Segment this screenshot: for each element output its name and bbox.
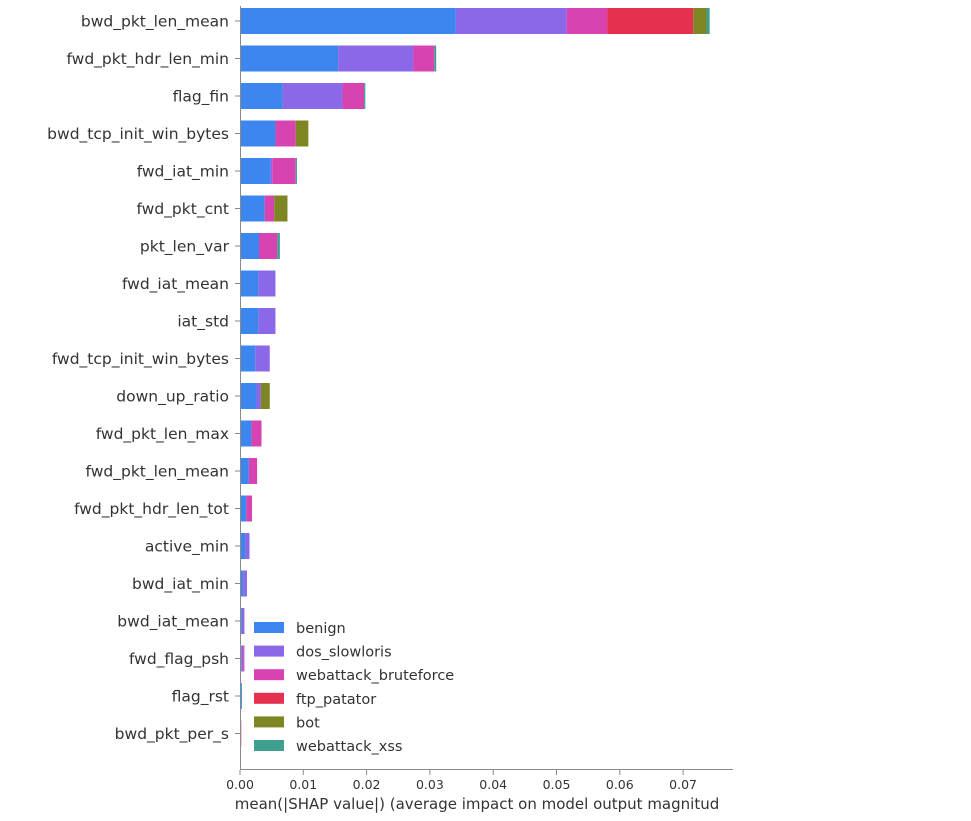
bar-segment-benign [240,308,259,334]
feature-labels: bwd_pkt_len_mean fwd_pkt_hdr_len_min flag_… [47,13,240,744]
bar-segment-webattack-xss [295,158,297,184]
legend-label: webattack_xss [296,739,402,755]
bar-segment-webattack-bruteforce [246,495,253,522]
bar-segment-webattack-xss [706,8,710,34]
bar-segment-dos-slowloris [255,345,270,372]
bar-segment-benign [240,8,456,34]
feature-label: bwd_iat_min [132,575,229,594]
bar-segment-benign [240,83,283,109]
bar-segment-dos-slowloris [258,308,276,334]
legend-label: ftp_patator [296,692,376,708]
bar-segment-dos-slowloris [282,83,343,109]
bar-segment-benign [240,158,271,184]
legend-swatch-ftp-patator [254,692,284,704]
bar-segment-webattack-bruteforce [413,45,435,72]
bar-segment-webattack-bruteforce [566,8,608,34]
bar-segment-webattack-xss [434,45,437,72]
legend-label: bot [296,715,320,731]
bar-segment-bot [295,120,309,147]
feature-label: active_min [145,538,229,557]
bar-segment-benign [240,495,247,522]
feature-label: fwd_pkt_hdr_len_min [66,50,229,69]
bar-segment-benign [240,383,257,409]
bar-segment-dos-slowloris [256,383,261,409]
feature-label: bwd_pkt_per_s [115,725,229,744]
feature-label: fwd_pkt_cnt [136,200,229,219]
legend-swatch-bot [254,716,284,728]
x-tick-label: 0.01 [289,777,317,792]
feature-label: bwd_tcp_init_win_bytes [47,125,229,144]
bar-segment-webattack-bruteforce [272,158,296,184]
bar-segment-ftp-patator [607,8,694,34]
bar-segment-benign [240,120,276,147]
feature-label: fwd_flag_psh [129,650,229,669]
bar-segment-benign [240,270,259,297]
bar-segment-benign [240,570,244,597]
bar-stacks [240,8,710,747]
bar-segment-bot [274,195,288,222]
feature-label: fwd_pkt_hdr_len_tot [74,500,229,519]
x-tick-label: 0.03 [416,777,444,792]
feature-label: fwd_pkt_len_mean [86,463,229,482]
legend-swatch-webattack-xss [254,740,284,751]
feature-label: bwd_iat_mean [117,613,229,632]
feature-label: fwd_iat_min [137,163,229,182]
feature-label: fwd_tcp_init_win_bytes [52,350,229,369]
x-tick-label: 0.04 [479,777,507,792]
bar-segment-benign [240,420,252,447]
bar-segment-bot [693,8,707,34]
bar-segment-benign [240,45,339,72]
feature-label: pkt_len_var [140,238,230,257]
bar-segment-webattack-bruteforce [251,420,262,447]
bar-segment-dos-slowloris [243,570,247,597]
legend-swatch-dos-slowloris [254,645,284,657]
x-axis-ticks: 0.00 0.01 0.02 0.03 0.04 0.05 0.06 0.07 [226,770,697,792]
legend-label: dos_slowloris [296,645,392,661]
bar-segment-benign [240,345,256,372]
x-tick-label: 0.05 [543,777,571,792]
x-tick-label: 0.02 [353,777,381,792]
bar-segment-dos-slowloris [270,158,273,184]
bar-segment-dos-slowloris [245,533,250,559]
bar-segment-dos-slowloris [241,608,245,634]
bar-segment-webattack-bruteforce [243,645,245,672]
feature-label: fwd_pkt_len_max [96,425,229,444]
bar-segment-webattack-bruteforce [342,83,365,109]
legend-label: benign [296,621,346,637]
legend-swatch-webattack-bruteforce [254,669,284,681]
bar-segment-webattack-bruteforce [264,195,275,222]
bar-segment-dos-slowloris [455,8,567,34]
feature-label: fwd_iat_mean [122,275,229,294]
bar-segment-webattack-xss [277,233,280,259]
legend-label: webattack_bruteforce [296,668,454,684]
legend: benign dos_slowloris webattack_bruteforcef… [254,621,454,755]
x-tick-label: 0.00 [226,777,254,792]
x-tick-label: 0.06 [606,777,634,792]
feature-label: bwd_pkt_len_mean [81,13,229,32]
x-tick-label: 0.07 [669,777,697,792]
bar-segment-benign [240,195,265,222]
feature-label: flag_rst [172,688,229,707]
feature-label: flag_fin [173,88,229,107]
feature-label: down_up_ratio [116,388,229,407]
bar-segment-bot [260,383,270,409]
x-axis-label: mean(|SHAP value|) (average impact on mo… [235,795,719,813]
bar-segment-dos-slowloris [241,645,244,672]
bar-segment-dos-slowloris [338,45,414,72]
bar-segment-benign [240,458,249,484]
feature-label: iat_std [177,313,229,332]
bar-segment-webattack-xss [364,83,366,109]
bar-segment-webattack-bruteforce [258,233,278,259]
bar-segment-dos-slowloris [258,270,276,297]
bar-segment-webattack-bruteforce [248,458,258,484]
bar-segment-benign [240,533,246,559]
bar-segment-webattack-bruteforce [275,120,296,147]
bar-segment-benign [240,233,259,259]
legend-swatch-benign [254,622,284,633]
